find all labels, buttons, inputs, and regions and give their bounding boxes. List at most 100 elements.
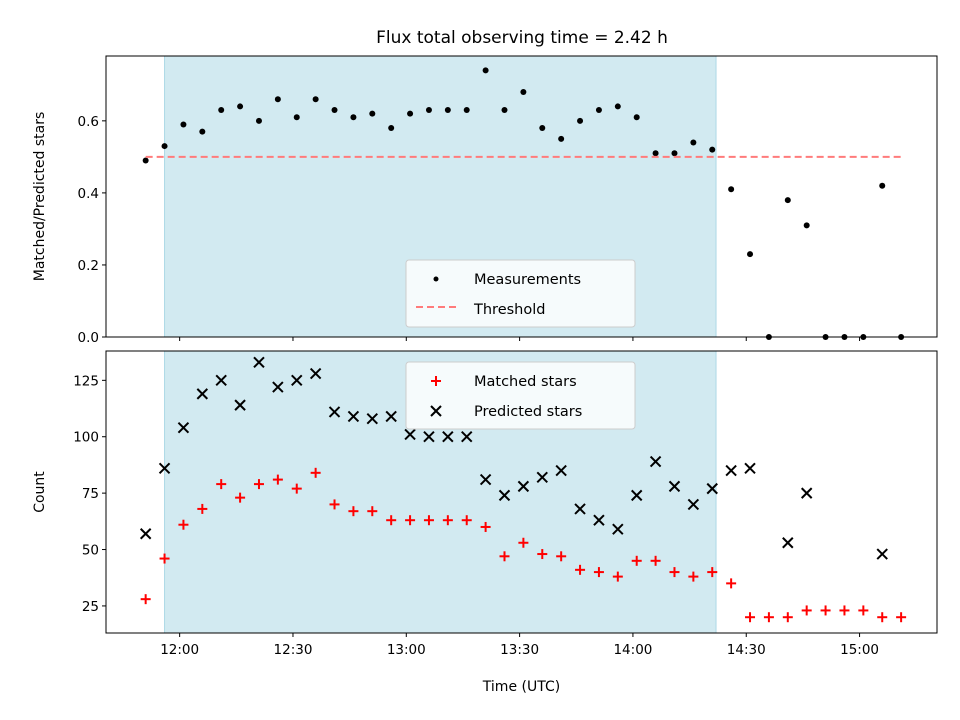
predicted-stars-point — [668, 480, 681, 493]
predicted-stars-point — [479, 473, 492, 486]
measurement-point — [879, 182, 886, 189]
matched-stars-point — [877, 612, 888, 623]
measurement-point — [671, 150, 678, 157]
predicted-stars-point — [347, 410, 360, 423]
predicted-stars-point — [687, 498, 700, 511]
matched-stars-point — [178, 519, 189, 530]
matched-stars-point — [763, 612, 774, 623]
predicted-stars-point — [536, 471, 548, 484]
count-y-axis-label: Count — [32, 471, 48, 513]
matched-stars-point — [159, 553, 170, 564]
measurement-point — [255, 117, 262, 124]
legend-label: Predicted stars — [474, 404, 582, 420]
matched-stars-point — [405, 515, 416, 526]
count-series — [139, 356, 907, 623]
predicted-stars-point — [328, 406, 341, 418]
legend-label: Measurements — [474, 272, 581, 288]
measurement-point — [633, 114, 640, 121]
predicted-stars-point — [253, 356, 265, 368]
legend-measurement-swatch — [433, 276, 439, 282]
matched-stars-point — [386, 515, 397, 526]
ratio-y-axis: 0.0 0.2 0.4 0.6 — [78, 114, 106, 346]
y-tick-label: 50 — [82, 543, 99, 559]
matched-stars-point — [442, 515, 453, 526]
ratio-legend: Measurements Threshold — [405, 259, 636, 328]
predicted-stars-point — [706, 482, 718, 495]
matched-stars-point — [726, 578, 737, 589]
predicted-stars-point — [177, 421, 190, 434]
matched-stars-point — [367, 506, 378, 517]
matched-stars-point — [669, 567, 680, 578]
predicted-stars-point — [555, 464, 567, 477]
measurement-point — [728, 186, 735, 193]
predicted-stars-point — [442, 431, 454, 443]
predicted-stars-point — [158, 462, 171, 475]
legend-box — [405, 259, 636, 328]
time-x-axis: 12:00 12:30 13:00 13:30 14:00 14:30 15:00 — [160, 633, 879, 658]
y-tick-label: 0.6 — [78, 114, 99, 130]
predicted-stars-point — [593, 514, 605, 526]
x-tick-label: 14:30 — [727, 642, 766, 658]
predicted-stars-point — [649, 455, 662, 468]
measurement-point — [331, 107, 338, 114]
predicted-stars-point — [234, 399, 246, 411]
matched-stars-point — [801, 605, 812, 616]
matched-stars-point — [896, 612, 907, 623]
matched-stars-point — [291, 483, 302, 494]
legend-label: Matched stars — [474, 374, 577, 390]
measurement-point — [482, 67, 489, 74]
measurement-point — [595, 107, 602, 114]
measurement-point — [388, 125, 395, 132]
measurement-point — [274, 96, 281, 103]
measurement-point — [369, 110, 376, 117]
measurement-point — [652, 150, 659, 157]
matched-stars-point — [612, 571, 623, 582]
y-tick-label: 125 — [73, 373, 99, 389]
measurement-point — [539, 125, 546, 132]
predicted-stars-point — [725, 464, 737, 477]
predicted-stars-point — [517, 480, 530, 493]
predicted-stars-point — [744, 462, 756, 475]
measurement-point — [237, 103, 244, 110]
predicted-stars-point — [423, 431, 435, 443]
measurement-point — [350, 114, 357, 121]
predicted-stars-point — [139, 528, 152, 540]
legend-label: Threshold — [473, 302, 545, 318]
matched-stars-point — [253, 479, 264, 490]
ratio-panel-frame — [105, 55, 938, 338]
matched-stars-point — [216, 479, 227, 490]
matched-stars-point — [839, 605, 850, 616]
x-tick-label: 13:00 — [387, 642, 426, 658]
time-x-axis-label: Time (UTC) — [482, 679, 560, 695]
predicted-stars-point — [574, 503, 586, 515]
predicted-stars-point — [404, 428, 416, 441]
matched-stars-point — [235, 492, 246, 503]
measurement-point — [614, 103, 621, 110]
measurement-point — [690, 139, 697, 146]
y-tick-label: 75 — [82, 486, 99, 502]
x-tick-label: 15:00 — [840, 642, 879, 658]
predicted-stars-point — [612, 523, 624, 535]
y-tick-label: 100 — [73, 430, 99, 446]
predicted-stars-point — [498, 489, 511, 502]
matched-stars-point — [480, 521, 491, 532]
count-panel-frame — [105, 350, 938, 634]
ratio-series — [142, 67, 905, 340]
measurement-point — [520, 89, 527, 96]
predicted-stars-point — [461, 431, 473, 443]
matched-stars-point — [820, 605, 831, 616]
legend-predicted-swatch — [430, 405, 442, 417]
predicted-stars-point — [630, 489, 643, 502]
measurement-point — [312, 96, 319, 103]
predicted-stars-point — [800, 487, 813, 499]
matched-stars-point — [423, 515, 434, 526]
matched-stars-point — [499, 551, 510, 562]
y-tick-label: 0.4 — [78, 186, 99, 202]
measurement-point — [161, 143, 168, 150]
matched-stars-point — [593, 567, 604, 578]
measurement-point — [407, 110, 414, 117]
matched-stars-point — [688, 571, 699, 582]
measurement-point — [463, 107, 470, 114]
y-tick-label: 25 — [82, 599, 99, 615]
